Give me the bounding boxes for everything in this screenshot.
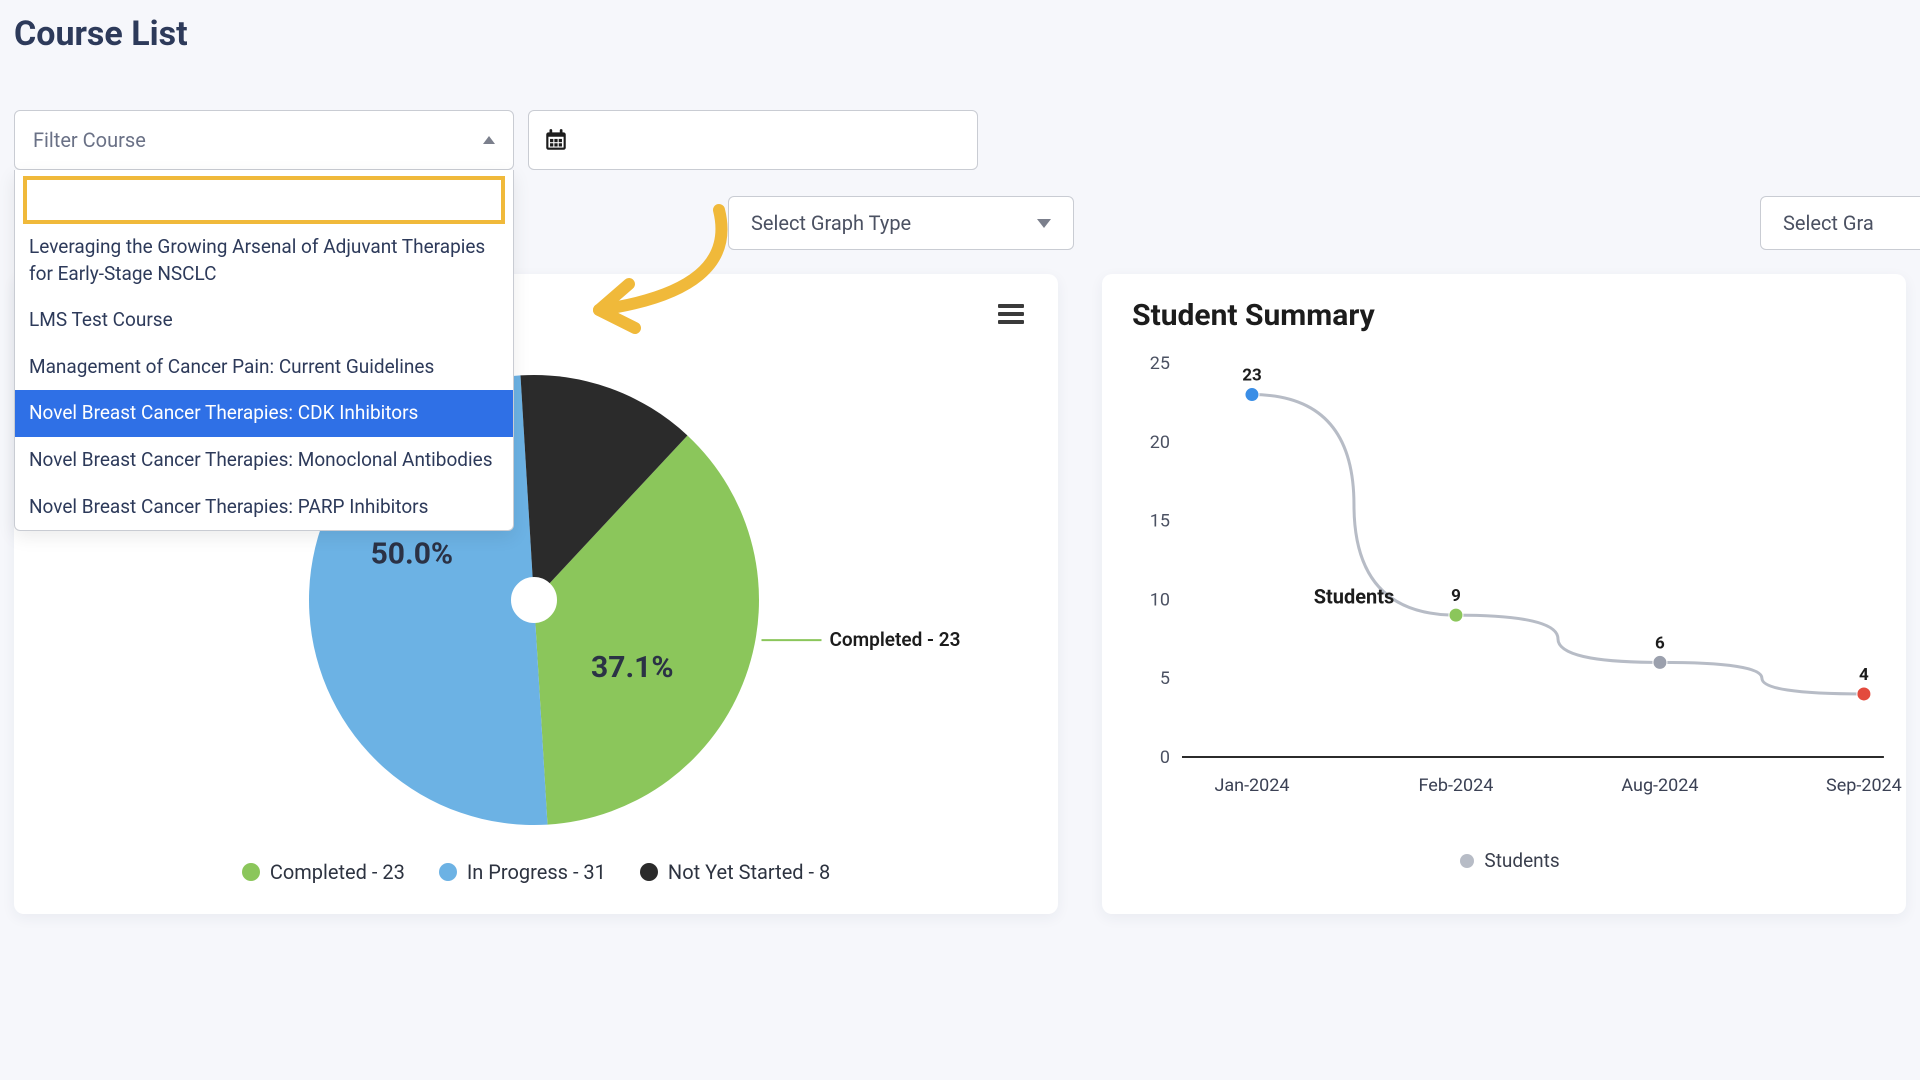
graph-type-select-right[interactable]: Select Gra (1760, 196, 1920, 250)
svg-text:Students: Students (1314, 584, 1395, 608)
filter-course-wrapper: Filter Course Leveraging the Growing Ars… (14, 110, 514, 170)
legend-dot-icon (1460, 854, 1474, 868)
filter-course-select[interactable]: Filter Course (14, 110, 514, 170)
calendar-icon (543, 127, 569, 153)
filter-course-placeholder: Filter Course (33, 128, 146, 152)
svg-text:9: 9 (1451, 586, 1461, 606)
dropdown-item[interactable]: Novel Breast Cancer Therapies: PARP Inhi… (15, 484, 513, 530)
date-range-input[interactable] (528, 110, 978, 170)
legend-item[interactable]: In Progress - 31 (439, 860, 606, 884)
line-legend-label: Students (1484, 849, 1559, 872)
svg-text:50.0%: 50.0% (371, 536, 454, 571)
graph-type-placeholder-right: Select Gra (1783, 211, 1874, 235)
svg-text:10: 10 (1150, 589, 1170, 610)
svg-text:4: 4 (1859, 665, 1869, 685)
dropdown-search-input[interactable] (37, 190, 491, 211)
line-chart-card: Student Summary 0 5 10 15 20 25 23 Jan-2024 9 Feb… (1102, 274, 1906, 914)
graph-type-select-left[interactable]: Select Graph Type (728, 196, 1074, 250)
pie-slice-label: Completed - 23 (829, 628, 960, 651)
svg-text:Feb-2024: Feb-2024 (1419, 775, 1494, 796)
svg-text:0: 0 (1160, 747, 1170, 768)
svg-text:Aug-2024: Aug-2024 (1621, 775, 1698, 796)
dropdown-item[interactable]: Novel Breast Cancer Therapies: CDK Inhib… (15, 390, 513, 437)
svg-text:6: 6 (1655, 633, 1665, 653)
svg-text:20: 20 (1150, 432, 1170, 453)
legend-text: In Progress - 31 (467, 860, 606, 884)
legend-dot-icon (242, 863, 260, 881)
caret-down-icon (1037, 219, 1051, 228)
svg-text:23: 23 (1242, 366, 1262, 386)
filters-row: Filter Course Leveraging the Growing Ars… (14, 110, 1906, 170)
legend-dot-icon (640, 863, 658, 881)
legend-text: Completed - 23 (270, 860, 405, 884)
dropdown-item[interactable]: Leveraging the Growing Arsenal of Adjuva… (15, 230, 513, 297)
svg-text:5: 5 (1160, 668, 1170, 689)
svg-text:25: 25 (1150, 353, 1170, 374)
dropdown-item[interactable]: Management of Cancer Pain: Current Guide… (15, 344, 513, 391)
filter-course-dropdown: Leveraging the Growing Arsenal of Adjuva… (14, 170, 514, 531)
svg-text:Sep-2024: Sep-2024 (1826, 775, 1902, 796)
svg-text:37.1%: 37.1% (591, 650, 674, 685)
page-title: Course List (14, 14, 1906, 54)
chart-menu-button[interactable] (998, 300, 1024, 328)
caret-up-icon (483, 136, 495, 144)
dropdown-search-box[interactable] (23, 176, 505, 224)
dropdown-item[interactable]: Novel Breast Cancer Therapies: Monoclona… (15, 437, 513, 484)
dropdown-list[interactable]: Leveraging the Growing Arsenal of Adjuva… (15, 230, 513, 530)
line-chart-legend: Students (1126, 849, 1894, 872)
svg-text:Jan-2024: Jan-2024 (1215, 775, 1290, 796)
legend-text: Not Yet Started - 8 (668, 860, 830, 884)
svg-text:15: 15 (1150, 511, 1170, 532)
legend-item[interactable]: Completed - 23 (242, 860, 405, 884)
line-chart-title: Student Summary (1132, 298, 1894, 333)
line-chart: 0 5 10 15 20 25 23 Jan-2024 9 Feb-2024 6 Aug-2024 4 S… (1126, 343, 1894, 843)
pie-legend: Completed - 23 In Progress - 31 Not Yet St… (14, 860, 1058, 884)
legend-item[interactable]: Not Yet Started - 8 (640, 860, 830, 884)
graph-type-placeholder: Select Graph Type (751, 211, 911, 235)
legend-dot-icon (439, 863, 457, 881)
dropdown-item[interactable]: LMS Test Course (15, 297, 513, 344)
